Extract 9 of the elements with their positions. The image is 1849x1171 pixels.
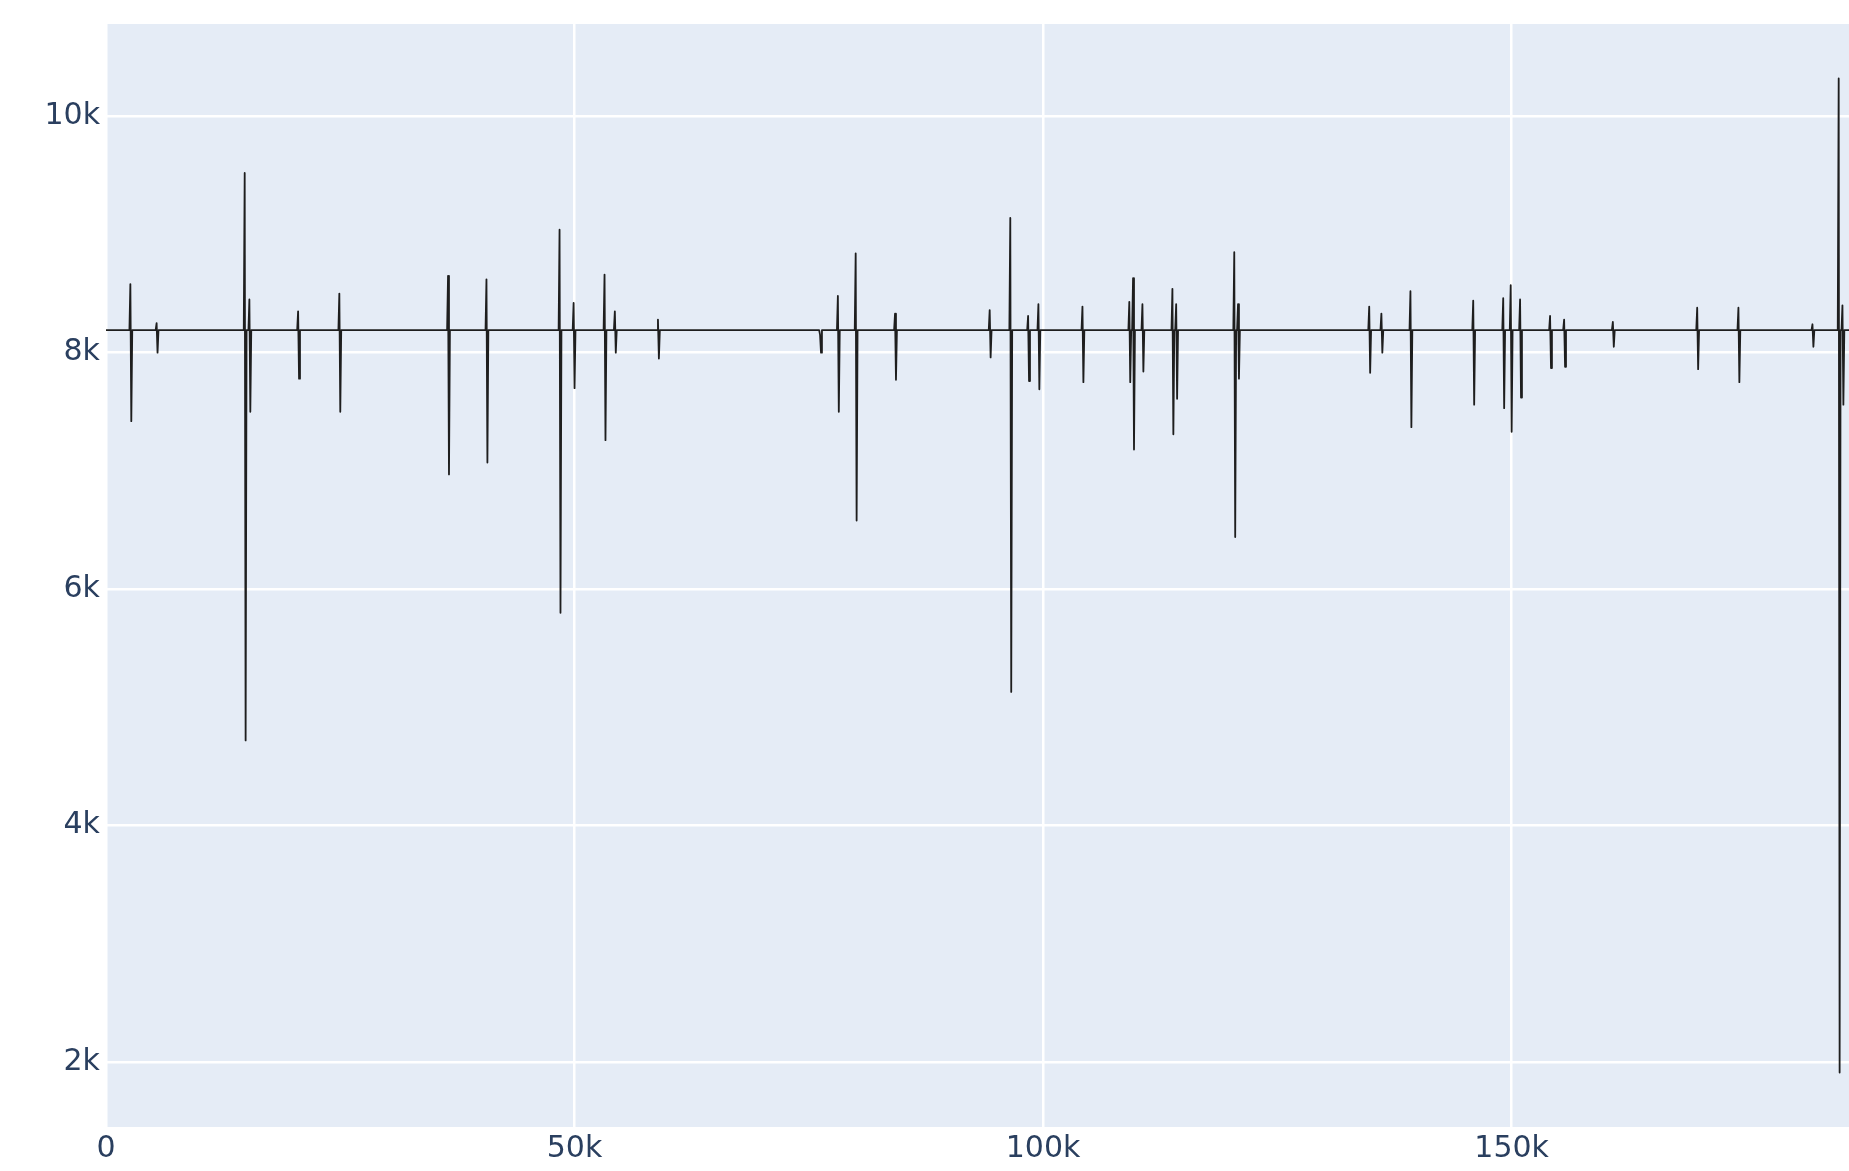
x-tick-label: 100k [1005,1128,1082,1164]
x-tick-label: 50k [546,1128,603,1164]
x-tick-label: 0 [96,1128,116,1164]
y-tick-label: 2k [63,1041,101,1077]
y-tick-label: 8k [63,332,101,368]
y-tick-label: 6k [63,568,101,604]
y-tick-label: 4k [63,805,101,841]
y-tick-label: 10k [44,96,101,132]
x-tick-label: 150k [1474,1128,1550,1164]
